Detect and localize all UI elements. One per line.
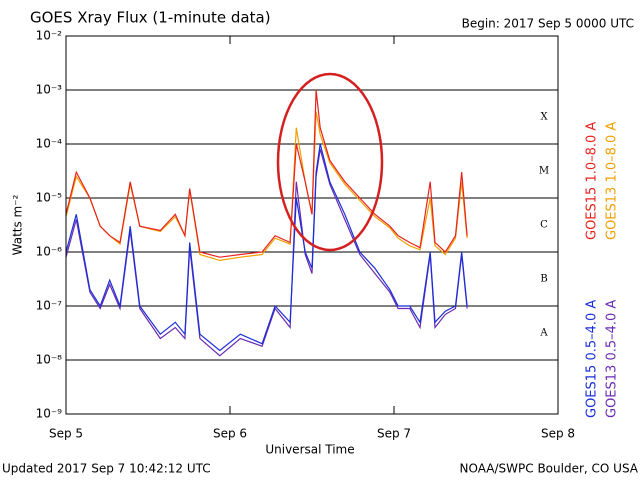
- legend-entry: GOES15 0.5–4.0 A: [585, 300, 600, 418]
- y-tick-label: 10⁻²: [36, 29, 63, 43]
- legend-entry: GOES15 1.0–8.0 A: [585, 122, 600, 240]
- plot-frame: [65, 35, 559, 415]
- x-tick-label: Sep 7: [377, 427, 411, 441]
- legend-entry: GOES13 1.0–8.0 A: [605, 122, 620, 240]
- y-tick-label: 10⁻³: [36, 83, 63, 97]
- y-tick-label: 10⁻⁴: [36, 137, 63, 151]
- x-tick-label: Sep 5: [49, 427, 83, 441]
- x-tick-label: Sep 8: [541, 427, 575, 441]
- class-label: B: [540, 274, 547, 285]
- x-axis-label: Universal Time: [265, 443, 354, 457]
- series-line: [65, 89, 468, 258]
- plot-area: [65, 35, 558, 415]
- class-label: M: [539, 166, 549, 177]
- x-tick-label: Sep 6: [213, 427, 247, 441]
- series-line: [65, 143, 468, 352]
- y-axis-label: Watts m⁻²: [11, 194, 25, 255]
- y-tick-label: 10⁻⁹: [36, 407, 63, 421]
- y-tick-label: 10⁻⁶: [36, 245, 63, 259]
- chart-subtitle: Begin: 2017 Sep 5 0000 UTC: [462, 17, 634, 31]
- class-label: X: [540, 112, 548, 123]
- class-label: C: [540, 220, 548, 231]
- footer-left: Updated 2017 Sep 7 10:42:12 UTC: [2, 462, 211, 476]
- highlight-ellipse: [276, 72, 384, 252]
- chart-title: GOES Xray Flux (1-minute data): [30, 9, 271, 27]
- y-tick-label: 10⁻⁷: [36, 299, 63, 313]
- footer-right: NOAA/SWPC Boulder, CO USA: [460, 462, 639, 476]
- legend-entry: GOES13 0.5–4.0 A: [605, 300, 620, 418]
- y-tick-label: 10⁻⁸: [36, 353, 63, 367]
- class-label: A: [539, 328, 548, 339]
- y-tick-label: 10⁻⁵: [36, 191, 63, 205]
